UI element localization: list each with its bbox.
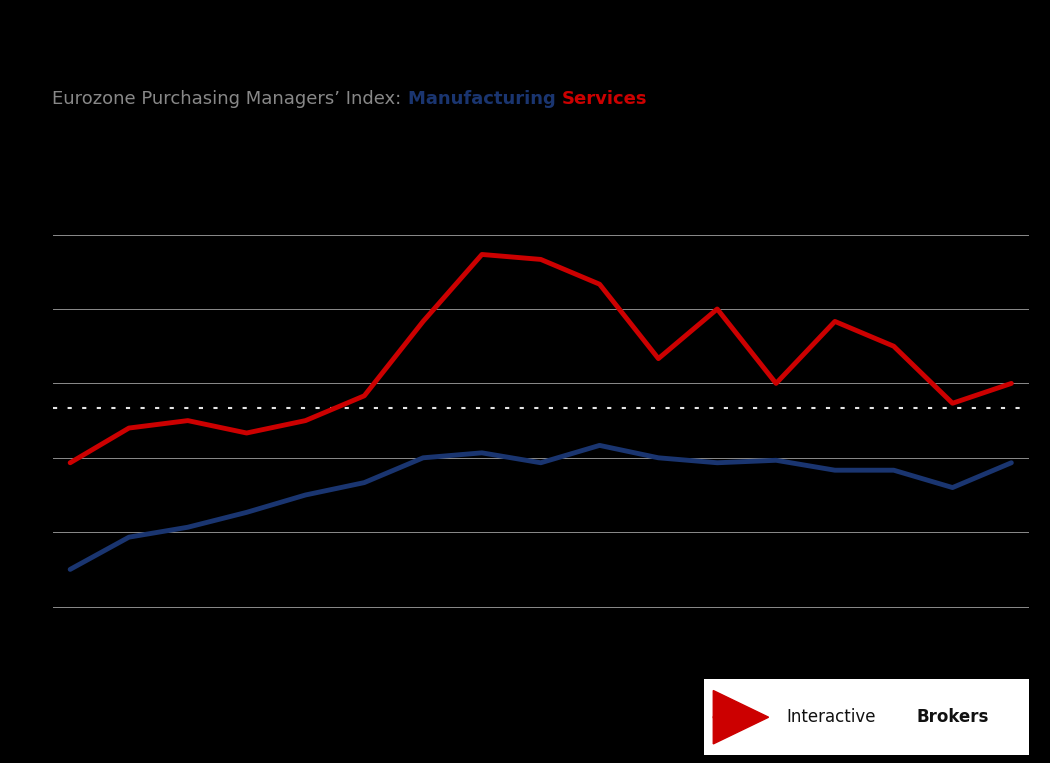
Text: Manufacturing: Manufacturing bbox=[407, 90, 562, 108]
Text: Eurozone Purchasing Managers’ Index:: Eurozone Purchasing Managers’ Index: bbox=[52, 90, 407, 108]
Circle shape bbox=[713, 713, 756, 722]
Polygon shape bbox=[713, 691, 769, 744]
Text: Brokers: Brokers bbox=[917, 708, 989, 726]
Text: Interactive: Interactive bbox=[786, 708, 876, 726]
Text: Services: Services bbox=[562, 90, 647, 108]
